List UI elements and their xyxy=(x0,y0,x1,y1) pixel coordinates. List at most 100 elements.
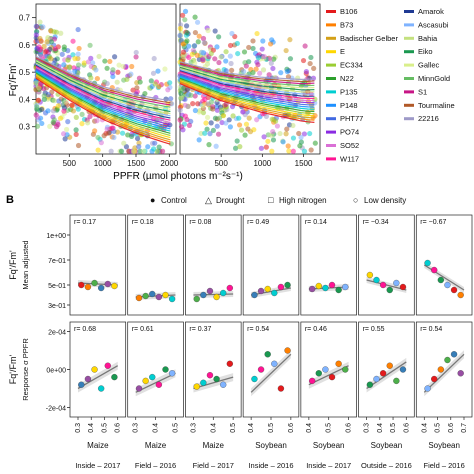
panel-a-point xyxy=(243,63,249,69)
facet-bottom-point xyxy=(457,370,464,377)
facet-top-point xyxy=(342,283,349,291)
facet-xtick-label: 0.5 xyxy=(230,423,237,433)
facet-bottom-point xyxy=(193,383,200,390)
panel-a-point xyxy=(301,148,308,154)
facet-bottom-point xyxy=(322,366,329,373)
panel-a-trend-line xyxy=(35,59,171,108)
panel-a-point xyxy=(169,101,175,107)
panel-a-point xyxy=(202,96,208,103)
panel-a-point xyxy=(240,109,246,115)
panel-a-point xyxy=(141,148,147,154)
panel-a-point xyxy=(186,122,193,128)
facet-xtick-label: 0.6 xyxy=(403,423,410,433)
panel-a-point xyxy=(283,47,289,54)
panel-a-point xyxy=(311,65,317,72)
panel-a-point xyxy=(137,148,143,154)
facet-bottom-point xyxy=(373,375,380,383)
facet-top-point xyxy=(135,294,143,302)
panel-a-point xyxy=(142,90,148,97)
panel-a-point xyxy=(219,119,225,126)
facet-bottom-point xyxy=(309,377,316,385)
panel-a-point xyxy=(228,60,234,67)
panel-a-point xyxy=(236,115,242,121)
panel-a-point xyxy=(290,135,297,141)
panel-a-point xyxy=(216,115,223,121)
facet-top-point xyxy=(386,286,393,294)
facet-top-trend xyxy=(308,286,349,290)
panel-a-trend-line xyxy=(179,72,315,102)
panel-a-point xyxy=(261,53,267,60)
facet-bottom-point xyxy=(393,377,400,385)
panel-a-point xyxy=(227,53,233,59)
panel-a-point xyxy=(184,29,190,36)
panel-a-point xyxy=(63,126,70,133)
panel-a-point xyxy=(45,108,51,114)
panel-a-point xyxy=(270,137,277,143)
panel-b-bottom-ytick-label: 0e+00 xyxy=(46,368,66,375)
panel-a-ytick-label: 0.5 xyxy=(19,68,31,77)
panel-a-point xyxy=(260,38,266,44)
panel-a-point xyxy=(237,144,243,150)
panel-a-point xyxy=(263,144,269,150)
panel-a-point xyxy=(247,129,254,135)
legend-swatch xyxy=(404,10,414,13)
panel-a-point xyxy=(192,107,198,114)
facet-bottom-point xyxy=(277,385,285,392)
panel-a-point xyxy=(37,19,43,25)
panel-a-point xyxy=(133,49,139,56)
panel-a-point xyxy=(152,81,158,87)
legend-swatch xyxy=(404,103,414,107)
legend-entry-label: N22 xyxy=(340,74,354,83)
facet-top-frame xyxy=(69,214,127,316)
panel-a-xtick-label: 1500 xyxy=(295,159,313,168)
panel-a-point xyxy=(270,128,276,135)
panel-a-point xyxy=(180,12,186,18)
facet: r= −0.67 r= 0.54 0.4 0.5 0.6 0.7 Soybean Field … xyxy=(415,214,473,470)
panel-a-trend-line xyxy=(35,56,171,104)
panel-a-point xyxy=(285,74,292,80)
panel-a-point xyxy=(208,50,214,57)
panel-a-point xyxy=(284,126,290,132)
panel-a-point xyxy=(263,113,270,119)
panel-a-point xyxy=(223,68,229,74)
facet-top-point xyxy=(155,293,163,301)
treatment-legend-symbol: ● xyxy=(150,195,155,205)
panel-a-point xyxy=(184,38,190,44)
panel-a-point xyxy=(61,108,67,114)
panel-a-point xyxy=(298,139,304,145)
panel-a-point xyxy=(250,45,256,52)
panel-a-point xyxy=(192,60,198,66)
legend-swatch xyxy=(404,23,414,27)
panel-a-point xyxy=(236,122,243,128)
facet-bottom-point xyxy=(206,372,214,379)
panel-a-point xyxy=(278,70,284,76)
facet-bottom-point xyxy=(328,373,336,381)
panel-a-trend-line xyxy=(179,80,315,119)
facet-bottom-trend xyxy=(308,365,349,386)
facet-bottom-trend xyxy=(423,353,465,393)
facet-crop-label: Soybean xyxy=(428,441,460,450)
panel-a-point xyxy=(54,124,60,130)
facet-top-point xyxy=(277,283,285,291)
panel-a-point xyxy=(258,145,265,151)
panel-a-point xyxy=(204,126,210,132)
panel-a-point xyxy=(200,110,207,116)
panel-a-point xyxy=(155,68,161,74)
facet-xtick-label: 0.6 xyxy=(346,423,353,433)
panel-a-point xyxy=(130,148,137,154)
panel-a-point xyxy=(87,113,93,120)
facet-bottom-trend xyxy=(250,353,292,393)
panel-a-xtick-label: 500 xyxy=(63,159,77,168)
panel-b-top-ylabel: Fq'/Fm' xyxy=(8,250,18,280)
facet-top-point xyxy=(98,284,105,292)
panel-a-point xyxy=(255,62,261,68)
panel-a-point xyxy=(130,87,136,93)
panel-a-point xyxy=(93,67,99,73)
panel-a-point xyxy=(180,49,187,55)
panel-b-bottom-ylabel: Fq'/Fm' xyxy=(8,355,18,385)
facet-bottom-trend xyxy=(366,361,407,390)
panel-a-point xyxy=(60,131,67,137)
facet-xtick-label: 0.4 xyxy=(306,423,313,433)
facet-xtick-label: 0.3 xyxy=(190,423,197,433)
panel-a-point xyxy=(95,134,101,141)
